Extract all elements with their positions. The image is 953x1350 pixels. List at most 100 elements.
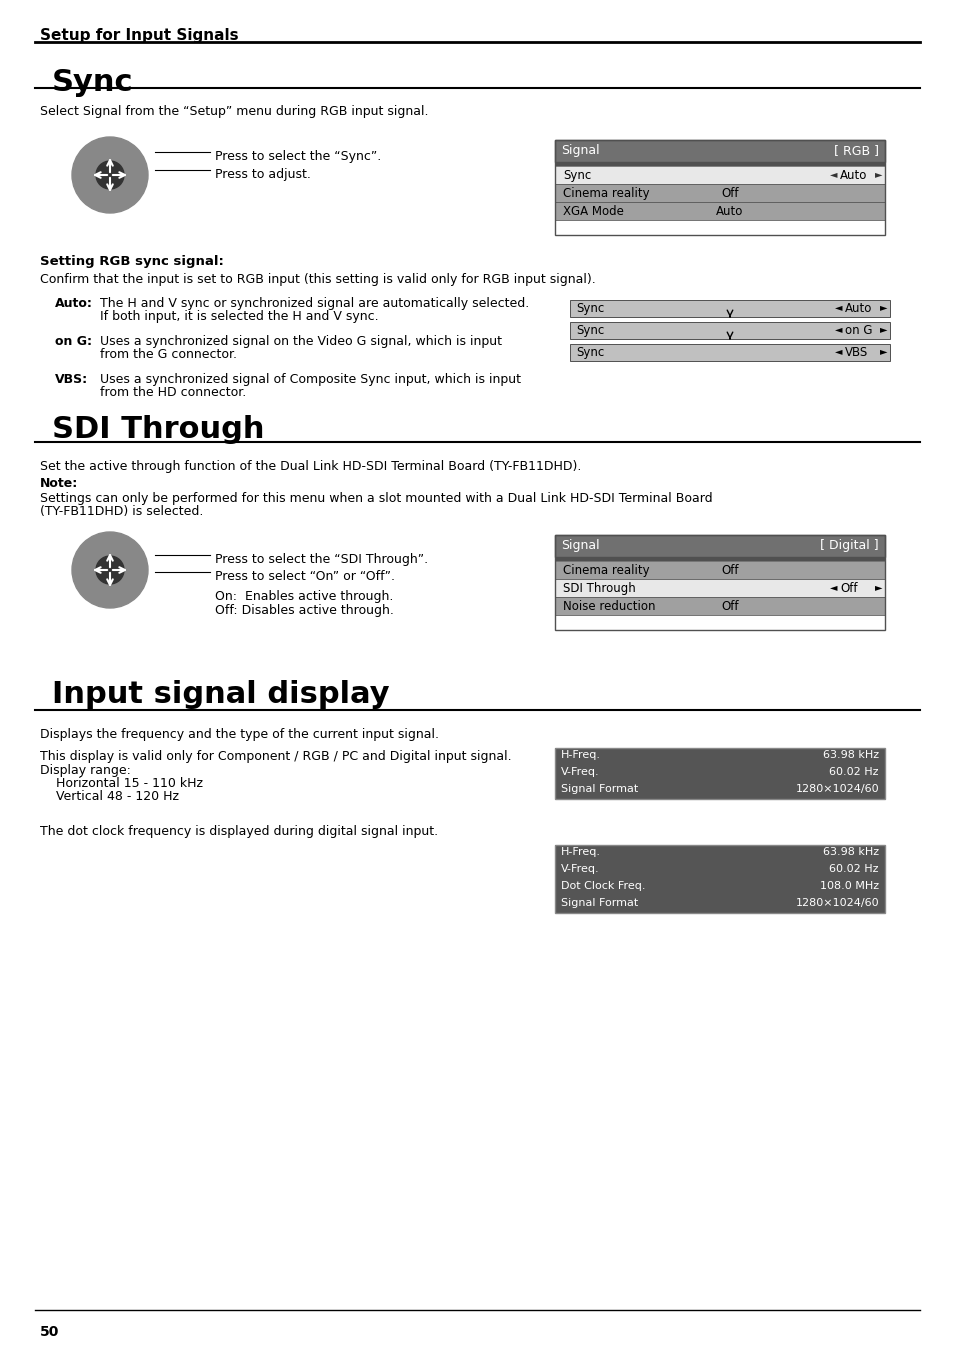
Text: ►: ► — [879, 346, 886, 356]
Text: Sync: Sync — [52, 68, 133, 97]
Text: Noise reduction: Noise reduction — [562, 599, 655, 613]
Text: Off: Off — [720, 188, 738, 200]
Circle shape — [96, 556, 124, 585]
Text: Uses a synchronized signal on the Video G signal, which is input: Uses a synchronized signal on the Video … — [100, 335, 501, 348]
Text: VBS:: VBS: — [55, 373, 88, 386]
Bar — [555, 879, 884, 896]
Text: from the G connector.: from the G connector. — [100, 348, 236, 360]
Text: 50: 50 — [40, 1324, 59, 1339]
Text: 63.98 kHz: 63.98 kHz — [822, 751, 878, 760]
Text: Sync: Sync — [576, 324, 603, 338]
Text: SDI Through: SDI Through — [562, 582, 635, 595]
Text: The dot clock frequency is displayed during digital signal input.: The dot clock frequency is displayed dur… — [40, 825, 437, 838]
Text: Auto:: Auto: — [55, 297, 92, 310]
Text: (TY-FB11DHD) is selected.: (TY-FB11DHD) is selected. — [40, 505, 203, 518]
Text: Display range:: Display range: — [40, 764, 131, 778]
Text: Off: Off — [720, 599, 738, 613]
Text: Auto: Auto — [840, 169, 866, 182]
Text: 1280×1024/60: 1280×1024/60 — [795, 898, 878, 909]
Text: [ RGB ]: [ RGB ] — [833, 144, 878, 157]
Text: 60.02 Hz: 60.02 Hz — [828, 864, 878, 873]
Text: Setting RGB sync signal:: Setting RGB sync signal: — [40, 255, 224, 269]
Text: ◄: ◄ — [829, 169, 837, 180]
Circle shape — [71, 532, 148, 608]
Text: on G: on G — [844, 324, 872, 338]
Text: 60.02 Hz: 60.02 Hz — [828, 767, 878, 778]
Text: Auto: Auto — [716, 205, 743, 217]
Text: Off: Disables active through.: Off: Disables active through. — [214, 603, 394, 617]
Text: 63.98 kHz: 63.98 kHz — [822, 846, 878, 857]
Text: Cinema reality: Cinema reality — [562, 188, 649, 200]
Text: V-Freq.: V-Freq. — [560, 767, 599, 778]
Text: Off: Off — [840, 582, 857, 595]
Bar — [555, 202, 884, 220]
Text: Press to select the “Sync”.: Press to select the “Sync”. — [214, 150, 381, 163]
Text: ►: ► — [879, 324, 886, 333]
Text: XGA Mode: XGA Mode — [562, 205, 623, 217]
Text: Dot Clock Freq.: Dot Clock Freq. — [560, 882, 645, 891]
Bar — [569, 300, 889, 317]
Bar — [555, 845, 884, 913]
Text: Press to adjust.: Press to adjust. — [214, 167, 311, 181]
Text: ◄: ◄ — [834, 302, 841, 312]
Text: Confirm that the input is set to RGB input (this setting is valid only for RGB i: Confirm that the input is set to RGB inp… — [40, 273, 595, 286]
Bar — [555, 166, 884, 184]
Text: H-Freq.: H-Freq. — [560, 846, 600, 857]
Text: Setup for Input Signals: Setup for Input Signals — [40, 28, 238, 43]
Bar — [555, 562, 884, 579]
Text: [ Digital ]: [ Digital ] — [820, 539, 878, 552]
Text: Off: Off — [720, 564, 738, 576]
Text: If both input, it is selected the H and V sync.: If both input, it is selected the H and … — [100, 310, 378, 323]
Bar — [555, 896, 884, 913]
Text: Auto: Auto — [844, 302, 871, 315]
Text: Signal: Signal — [560, 144, 599, 157]
Text: Press to select the “SDI Through”.: Press to select the “SDI Through”. — [214, 554, 428, 566]
Text: H-Freq.: H-Freq. — [560, 751, 600, 760]
Circle shape — [71, 136, 148, 213]
Bar — [555, 140, 884, 162]
Bar — [569, 323, 889, 339]
Bar — [569, 344, 889, 360]
Text: ◄: ◄ — [834, 346, 841, 356]
Text: SDI Through: SDI Through — [52, 414, 264, 444]
Bar — [555, 845, 884, 863]
Bar — [555, 535, 884, 558]
Bar — [555, 535, 884, 630]
Text: Press to select “On” or “Off”.: Press to select “On” or “Off”. — [214, 570, 395, 583]
Text: 1280×1024/60: 1280×1024/60 — [795, 784, 878, 794]
Bar — [555, 782, 884, 799]
Text: Signal Format: Signal Format — [560, 784, 638, 794]
Text: Signal: Signal — [560, 539, 599, 552]
Text: ►: ► — [874, 582, 882, 593]
Text: ◄: ◄ — [829, 582, 837, 593]
Bar — [555, 184, 884, 202]
Text: Input signal display: Input signal display — [52, 680, 389, 709]
Bar — [555, 597, 884, 616]
Text: ►: ► — [874, 169, 882, 180]
Text: ◄: ◄ — [834, 324, 841, 333]
Text: ►: ► — [879, 302, 886, 312]
Bar — [555, 162, 884, 166]
Text: Cinema reality: Cinema reality — [562, 564, 649, 576]
Text: Displays the frequency and the type of the current input signal.: Displays the frequency and the type of t… — [40, 728, 438, 741]
Bar — [555, 140, 884, 235]
Text: Set the active through function of the Dual Link HD-SDI Terminal Board (TY-FB11D: Set the active through function of the D… — [40, 460, 580, 472]
Bar — [555, 863, 884, 879]
Text: 108.0 MHz: 108.0 MHz — [819, 882, 878, 891]
Bar — [555, 558, 884, 562]
Text: Sync: Sync — [562, 169, 591, 182]
Text: Uses a synchronized signal of Composite Sync input, which is input: Uses a synchronized signal of Composite … — [100, 373, 520, 386]
Text: Sync: Sync — [576, 302, 603, 315]
Text: on G:: on G: — [55, 335, 91, 348]
Circle shape — [96, 161, 124, 189]
Text: Note:: Note: — [40, 477, 78, 490]
Text: Settings can only be performed for this menu when a slot mounted with a Dual Lin: Settings can only be performed for this … — [40, 491, 712, 505]
Text: On:  Enables active through.: On: Enables active through. — [214, 590, 393, 603]
Text: Select Signal from the “Setup” menu during RGB input signal.: Select Signal from the “Setup” menu duri… — [40, 105, 428, 117]
Text: This display is valid only for Component / RGB / PC and Digital input signal.: This display is valid only for Component… — [40, 751, 511, 763]
Text: The H and V sync or synchronized signal are automatically selected.: The H and V sync or synchronized signal … — [100, 297, 529, 310]
Text: V-Freq.: V-Freq. — [560, 864, 599, 873]
Bar — [555, 748, 884, 799]
Text: Sync: Sync — [576, 346, 603, 359]
Text: Horizontal 15 - 110 kHz: Horizontal 15 - 110 kHz — [40, 778, 203, 790]
